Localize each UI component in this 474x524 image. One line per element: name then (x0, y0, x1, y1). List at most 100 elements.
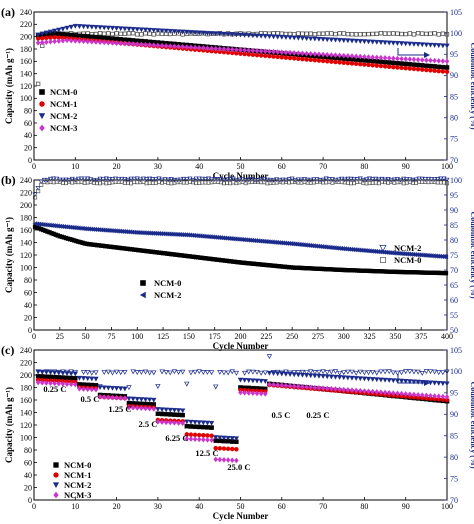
efficiency-point (254, 369, 260, 375)
efficiency-point (329, 31, 334, 36)
capacity-point-ncm-2 (382, 40, 388, 46)
capacity-point-ncm-3 (126, 40, 132, 47)
capacity-point-ncm-2 (374, 377, 380, 383)
capacity-point-ncm-1 (333, 59, 338, 65)
efficiency-point-ncm-2 (233, 178, 239, 183)
efficiency-point (130, 369, 136, 375)
capacity-point-ncm-2 (369, 377, 376, 382)
capacity-point-ncm-2 (192, 30, 198, 36)
efficiency-point-ncm-2 (116, 177, 122, 182)
capacity-point-ncm-3 (89, 38, 95, 45)
efficiency-point (320, 369, 326, 375)
y-right-tick-label: 55 (450, 311, 458, 320)
capacity-point-ncm-2 (109, 385, 116, 391)
y-right-tick-label: 75 (450, 474, 458, 483)
capacity-point-ncm-1 (341, 60, 346, 65)
capacity-point-ncm-2 (328, 374, 335, 380)
efficiency-point-ncm-2 (51, 176, 57, 182)
capacity-point-ncm-2 (146, 27, 153, 33)
efficiency-point (403, 31, 408, 37)
panel-label: (b) (1, 173, 16, 187)
capacity-point-ncm-3 (353, 53, 359, 60)
efficiency-point-ncm-2 (106, 176, 112, 182)
efficiency-point (142, 369, 149, 375)
efficiency-point-ncm-2 (385, 176, 391, 182)
capacity-point-ncm-3 (48, 380, 53, 387)
y-right-tick-label: 70 (450, 156, 458, 165)
efficiency-point-ncm-2 (274, 177, 280, 183)
x-tick-label: 150 (183, 332, 195, 341)
capacity-point-ncm-2 (299, 372, 306, 378)
efficiency-point (407, 369, 413, 375)
capacity-point-ncm-0 (386, 60, 392, 65)
x-tick-label: 70 (319, 162, 327, 171)
capacity-point-ncm-2 (163, 407, 169, 413)
y-right-tick-label: 95 (450, 191, 458, 200)
efficiency-point (283, 369, 289, 375)
efficiency-point (171, 369, 178, 375)
capacity-point-ncm-2 (341, 38, 347, 44)
capacity-point-ncm-3 (64, 381, 70, 387)
capacity-point-ncm-3 (419, 57, 425, 63)
efficiency-point-ncm-2 (150, 177, 156, 182)
efficiency-point (130, 31, 136, 36)
capacity-point-ncm-3 (209, 437, 214, 443)
capacity-point-ncm-2 (151, 397, 157, 403)
rate-label: 1.25 C (108, 404, 131, 414)
capacity-point-ncm-2 (101, 25, 107, 31)
capacity-point-ncm-2 (266, 370, 273, 376)
capacity-point-ncm-2 (80, 376, 87, 381)
legend-marker-cap-ncm-2 (139, 291, 146, 299)
capacity-point-ncm-2 (109, 25, 116, 31)
efficiency-point (395, 31, 400, 36)
capacity-point-ncm-0 (172, 412, 177, 417)
capacity-point-ncm-3 (139, 405, 144, 412)
efficiency-point (35, 81, 41, 87)
efficiency-point-ncm-2 (199, 176, 205, 182)
capacity-point-ncm-2 (213, 31, 219, 37)
capacity-point-ncm-3 (101, 394, 107, 400)
x-tick-label: 0 (32, 332, 36, 341)
capacity-point-ncm-2 (200, 420, 206, 426)
legend-marker-ncm-3 (39, 124, 45, 132)
y-tick-label: 100 (20, 94, 32, 103)
efficiency-point-ncm-0 (36, 189, 41, 194)
capacity-point-ncm-2 (436, 381, 442, 386)
capacity-point-ncm-2 (225, 435, 231, 441)
capacity-point-ncm-2 (250, 33, 256, 39)
efficiency-point-ncm-2 (82, 176, 88, 182)
efficiency-point (175, 369, 182, 375)
capacity-point-ncm-2 (47, 370, 54, 376)
capacity-point-ncm-3 (262, 390, 268, 397)
capacity-point-ncm-2 (328, 37, 335, 43)
efficiency-point-ncm-2 (171, 178, 177, 183)
capacity-point-ncm-2 (167, 28, 173, 34)
panel-label: (a) (1, 5, 15, 19)
efficiency-point-ncm-2 (394, 177, 400, 182)
capacity-point-ncm-3 (234, 46, 239, 53)
capacity-point-ncm-1 (378, 63, 384, 69)
efficiency-point-ncm-2 (202, 176, 208, 182)
capacity-point-ncm-3 (44, 380, 49, 386)
y-axis-label: Capacity (mAh g⁻¹) (4, 48, 14, 124)
capacity-point-ncm-1 (366, 62, 371, 68)
capacity-point-ncm-0 (184, 423, 190, 429)
x-tick-label: 30 (154, 502, 162, 511)
efficiency-point-ncm-2 (339, 176, 345, 182)
efficiency-point (424, 31, 429, 37)
y-tick-label: 240 (20, 176, 32, 185)
efficiency-point-ncm-2 (258, 177, 264, 182)
x-tick-label: 40 (195, 502, 203, 511)
capacity-point-ncm-3 (172, 419, 177, 426)
capacity-point-ncm-3 (56, 380, 62, 387)
efficiency-point-ncm-2 (178, 177, 184, 183)
capacity-point-ncm-3 (205, 437, 210, 443)
efficiency-point-ncm-2 (432, 177, 438, 183)
capacity-point-ncm-3 (304, 50, 309, 57)
efficiency-point (304, 31, 309, 36)
legend-marker-ncm-2 (38, 113, 46, 120)
efficiency-point (308, 31, 313, 36)
efficiency-point (250, 369, 256, 375)
efficiency-point-ncm-2 (236, 177, 243, 183)
capacity-point-ncm-3 (267, 381, 272, 388)
